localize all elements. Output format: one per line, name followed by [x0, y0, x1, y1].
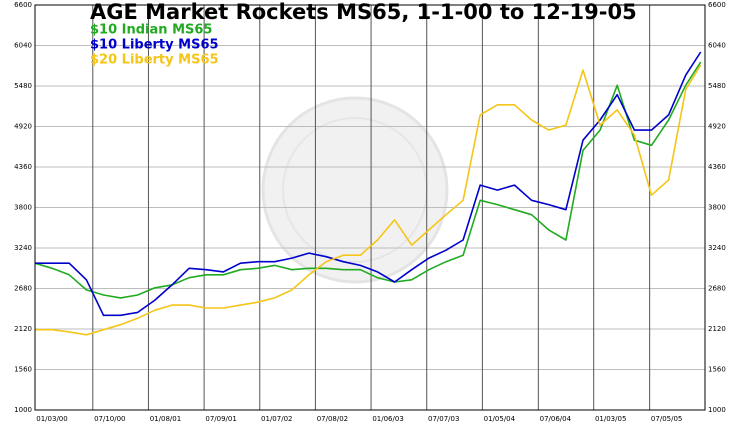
x-tick-label: 07/07/03 — [428, 415, 459, 423]
legend-entry: $10 Indian MS65 — [90, 23, 212, 38]
y2-tick-label: 3800 — [708, 204, 726, 212]
y2-tick-label: 2680 — [708, 285, 726, 293]
y-tick-label: 3800 — [14, 204, 32, 212]
x-tick-label: 07/05/05 — [651, 415, 682, 423]
x-tick-label: 01/08/01 — [150, 415, 181, 423]
y-tick-label: 1000 — [14, 406, 32, 414]
x-tick-label: 01/06/03 — [372, 415, 403, 423]
y-tick-label: 6040 — [14, 42, 32, 50]
series-line — [35, 51, 702, 317]
x-tick-label: 01/03/00 — [36, 415, 67, 423]
y2-tick-label: 5480 — [708, 82, 726, 90]
x-tick-label: 07/06/04 — [540, 415, 572, 423]
y-tick-label: 2120 — [14, 325, 32, 333]
y-tick-label: 4360 — [14, 163, 32, 171]
y2-tick-label: 4360 — [708, 163, 726, 171]
x-tick-label: 01/03/05 — [595, 415, 626, 423]
series-line — [34, 61, 702, 299]
x-tick-label: 01/05/04 — [484, 415, 516, 423]
y2-tick-label: 4920 — [708, 123, 726, 131]
legend-entry: $20 Liberty MS65 — [90, 53, 219, 68]
y2-tick-label: 3240 — [708, 244, 726, 252]
y-tick-label: 6600 — [14, 1, 32, 9]
y-tick-label: 1560 — [14, 366, 32, 374]
legend: $10 Indian MS65$10 Liberty MS65$20 Liber… — [90, 23, 219, 68]
x-tick-label: 07/09/01 — [205, 415, 236, 423]
y2-tick-label: 2120 — [708, 325, 726, 333]
y2-tick-label: 6040 — [708, 42, 726, 50]
y2-tick-label: 1560 — [708, 366, 726, 374]
plot-frame — [34, 4, 706, 411]
y-tick-label: 2680 — [14, 285, 32, 293]
y-tick-label: 5480 — [14, 82, 32, 90]
y2-tick-label: 1000 — [708, 406, 726, 414]
series-line — [35, 64, 702, 336]
y-tick-label: 4920 — [14, 123, 32, 131]
lines — [34, 51, 702, 336]
legend-entry: $10 Liberty MS65 — [90, 38, 219, 53]
watermark-coin — [261, 96, 449, 284]
x-tick-label: 07/10/00 — [94, 415, 125, 423]
chart-title: AGE Market Rockets MS65, 1-1-00 to 12-19… — [90, 0, 637, 24]
x-tick-label: 01/07/02 — [261, 415, 292, 423]
x-tick-label: 07/08/02 — [317, 415, 348, 423]
y-tick-label: 3240 — [14, 244, 32, 252]
y2-tick-label: 6600 — [708, 1, 726, 9]
